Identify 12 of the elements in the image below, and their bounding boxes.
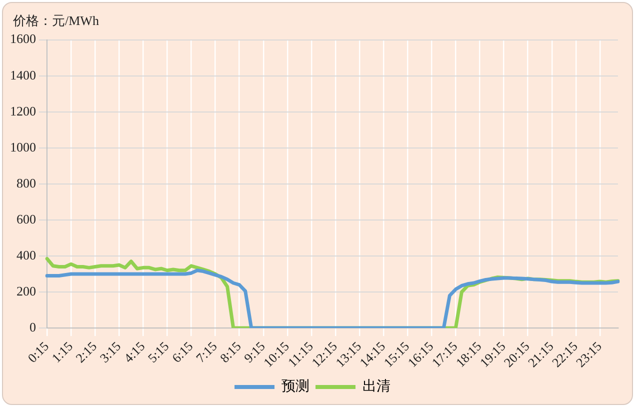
y-tick-label: 600 bbox=[16, 211, 36, 226]
legend-label: 预测 bbox=[282, 378, 310, 395]
y-tick-label: 400 bbox=[16, 247, 36, 262]
legend-label: 出清 bbox=[362, 378, 390, 395]
y-tick-label: 1600 bbox=[10, 31, 36, 46]
y-tick-label: 0 bbox=[30, 319, 36, 334]
y-tick-label: 800 bbox=[16, 175, 36, 190]
y-tick-label: 1400 bbox=[10, 67, 36, 82]
y-tick-label: 1000 bbox=[10, 139, 36, 154]
y-axis-title: 价格：元/MWh bbox=[13, 12, 99, 30]
y-tick-label: 200 bbox=[16, 283, 36, 298]
y-tick-label: 1200 bbox=[10, 103, 36, 118]
